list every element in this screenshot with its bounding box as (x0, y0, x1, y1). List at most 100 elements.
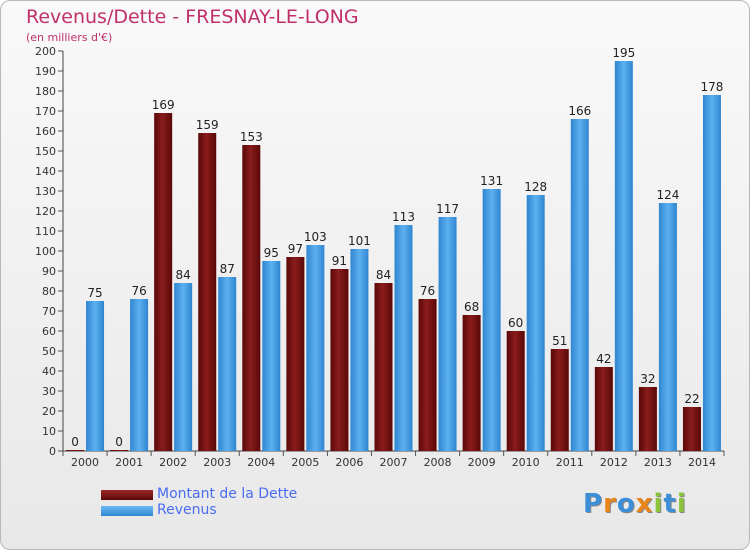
bar-dette (550, 349, 569, 451)
x-tick-label: 2008 (424, 456, 452, 469)
data-label-revenus: 84 (176, 268, 191, 282)
y-tick-label: 110 (35, 225, 56, 238)
bar-dette (682, 407, 701, 451)
y-tick-label: 50 (42, 345, 56, 358)
logo-letter: x (635, 489, 654, 519)
legend-label-revenus: Revenus (157, 502, 217, 518)
y-tick-label: 180 (35, 85, 56, 98)
bar-dette (198, 133, 217, 451)
x-tick-label: 2003 (203, 456, 231, 469)
bar-dette (286, 257, 305, 451)
x-tick-label: 2009 (468, 456, 496, 469)
y-tick-label: 60 (42, 325, 56, 338)
data-label-dette: 0 (71, 435, 79, 449)
proxiti-logo: Proxiti (583, 489, 687, 519)
bar-dette (374, 283, 393, 451)
bar-dette (66, 450, 85, 451)
y-tick-label: 100 (35, 245, 56, 258)
y-tick-label: 10 (42, 425, 56, 438)
y-tick-label: 190 (35, 65, 56, 78)
data-label-revenus: 166 (568, 104, 591, 118)
bar-revenus (86, 301, 105, 451)
bar-revenus (702, 95, 721, 451)
data-label-dette: 91 (332, 254, 347, 268)
data-label-dette: 97 (288, 242, 303, 256)
bar-revenus (438, 217, 457, 451)
y-tick-label: 160 (35, 125, 56, 138)
data-label-revenus: 195 (612, 46, 635, 60)
bar-revenus (614, 61, 633, 451)
logo-letter: r (603, 489, 617, 519)
bar-dette (506, 331, 525, 451)
x-tick-label: 2004 (247, 456, 275, 469)
bar-dette (638, 387, 657, 451)
y-tick-label: 80 (42, 285, 56, 298)
y-tick-label: 30 (42, 385, 56, 398)
x-tick-label: 2010 (512, 456, 540, 469)
data-label-revenus: 87 (220, 262, 235, 276)
bar-dette (242, 145, 261, 451)
bar-revenus (658, 203, 677, 451)
bar-revenus (218, 277, 237, 451)
y-tick-label: 170 (35, 105, 56, 118)
data-label-revenus: 124 (656, 188, 679, 202)
x-tick-label: 2007 (380, 456, 408, 469)
x-tick-label: 2001 (115, 456, 143, 469)
y-tick-label: 20 (42, 405, 56, 418)
legend-swatch-dette (101, 490, 153, 500)
x-tick-label: 2000 (71, 456, 99, 469)
y-tick-label: 150 (35, 145, 56, 158)
bar-revenus (570, 119, 589, 451)
bar-dette (330, 269, 349, 451)
data-label-revenus: 117 (436, 202, 459, 216)
bar-revenus (394, 225, 413, 451)
data-label-dette: 159 (196, 118, 219, 132)
data-label-revenus: 113 (392, 210, 415, 224)
y-tick-label: 120 (35, 205, 56, 218)
bar-dette (110, 450, 129, 451)
data-label-dette: 51 (552, 334, 567, 348)
x-tick-label: 2013 (644, 456, 672, 469)
data-label-dette: 68 (464, 300, 479, 314)
logo-letter: t (663, 489, 677, 519)
logo-letter: i (653, 489, 664, 519)
y-tick-label: 130 (35, 185, 56, 198)
bar-revenus (306, 245, 325, 451)
y-tick-label: 90 (42, 265, 56, 278)
logo-letter: P (583, 489, 604, 519)
bar-revenus (350, 249, 369, 451)
y-tick-label: 200 (35, 45, 56, 58)
x-tick-label: 2012 (600, 456, 628, 469)
data-label-dette: 84 (376, 268, 391, 282)
data-label-dette: 169 (152, 98, 175, 112)
y-tick-label: 40 (42, 365, 56, 378)
bar-dette (594, 367, 613, 451)
bar-dette (418, 299, 437, 451)
bar-dette (154, 113, 173, 451)
bar-revenus (262, 261, 281, 451)
data-label-dette: 0 (115, 435, 123, 449)
y-tick-label: 70 (42, 305, 56, 318)
chart-subtitle: (en milliers d'€) (26, 31, 113, 44)
data-label-dette: 22 (684, 392, 699, 406)
data-label-revenus: 101 (348, 234, 371, 248)
legend-label-dette: Montant de la Dette (157, 486, 298, 502)
data-label-dette: 42 (596, 352, 611, 366)
logo-letter: i (676, 489, 687, 519)
data-label-revenus: 128 (524, 180, 547, 194)
x-tick-label: 2014 (688, 456, 716, 469)
bar-revenus (526, 195, 545, 451)
y-tick-label: 0 (49, 445, 56, 458)
data-label-revenus: 131 (480, 174, 503, 188)
data-label-dette: 153 (240, 130, 263, 144)
chart-title: Revenus/Dette - FRESNAY-LE-LONG (26, 6, 359, 28)
bar-revenus (130, 299, 149, 451)
x-tick-label: 2005 (291, 456, 319, 469)
data-label-dette: 60 (508, 316, 523, 330)
x-tick-label: 2006 (335, 456, 363, 469)
data-label-revenus: 76 (131, 284, 146, 298)
data-label-revenus: 103 (304, 230, 327, 244)
y-tick-label: 140 (35, 165, 56, 178)
